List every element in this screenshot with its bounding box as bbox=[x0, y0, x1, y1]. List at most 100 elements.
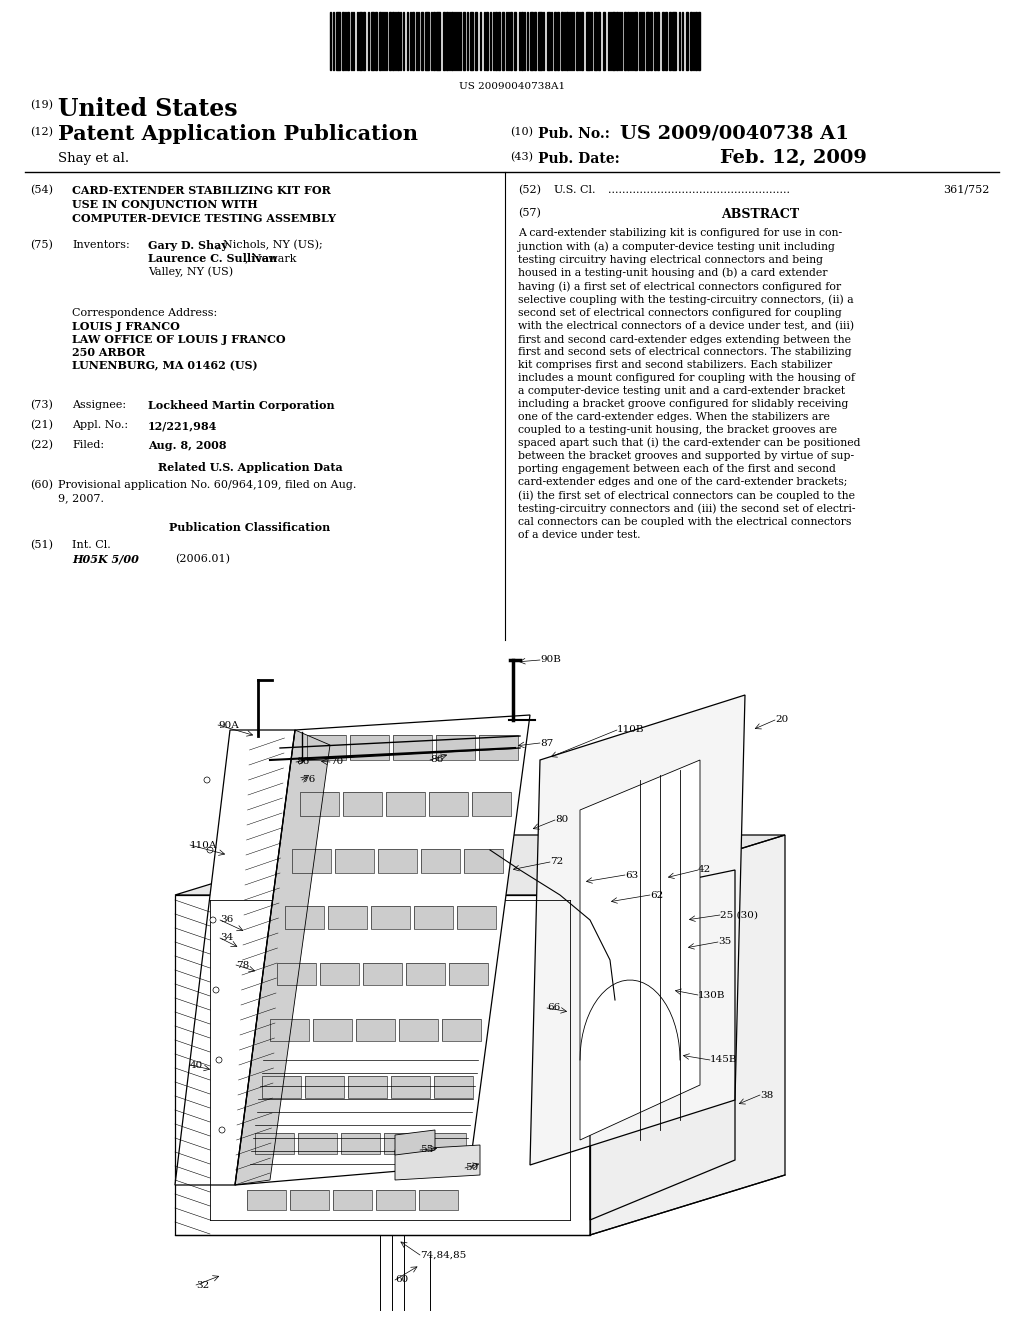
Polygon shape bbox=[590, 870, 735, 1220]
Text: (73): (73) bbox=[30, 400, 53, 411]
Bar bbox=[557, 12, 559, 70]
Bar bbox=[534, 12, 536, 70]
Bar bbox=[510, 12, 512, 70]
Bar bbox=[634, 12, 637, 70]
Text: Pub. Date:: Pub. Date: bbox=[538, 152, 620, 166]
Text: Patent Application Publication: Patent Application Publication bbox=[58, 124, 418, 144]
Bar bbox=[412, 12, 414, 70]
Text: 35: 35 bbox=[718, 937, 731, 946]
Polygon shape bbox=[580, 760, 700, 1140]
Text: Pub. No.:: Pub. No.: bbox=[538, 127, 610, 141]
Circle shape bbox=[210, 917, 216, 923]
Text: (19): (19) bbox=[30, 100, 53, 111]
Bar bbox=[695, 12, 697, 70]
Polygon shape bbox=[355, 1019, 394, 1041]
Bar bbox=[566, 12, 568, 70]
Bar bbox=[561, 12, 563, 70]
Text: United States: United States bbox=[58, 96, 238, 121]
Text: 74,84,85: 74,84,85 bbox=[420, 1250, 466, 1259]
Bar bbox=[392, 12, 394, 70]
Polygon shape bbox=[441, 1019, 480, 1041]
Text: (21): (21) bbox=[30, 420, 53, 430]
Polygon shape bbox=[307, 735, 346, 760]
Text: , Newark: , Newark bbox=[245, 253, 297, 263]
Text: (51): (51) bbox=[30, 540, 53, 550]
Polygon shape bbox=[395, 1144, 480, 1180]
Text: 110A: 110A bbox=[190, 841, 217, 850]
Polygon shape bbox=[590, 836, 785, 1236]
Bar bbox=[612, 12, 615, 70]
Text: A card-extender stabilizing kit is configured for use in con-
junction with (a) : A card-extender stabilizing kit is confi… bbox=[518, 228, 860, 540]
Circle shape bbox=[219, 1127, 225, 1133]
Bar bbox=[486, 12, 488, 70]
Text: U.S. Cl.: U.S. Cl. bbox=[554, 185, 596, 195]
Bar bbox=[495, 12, 497, 70]
Text: Publication Classification: Publication Classification bbox=[169, 521, 331, 533]
Polygon shape bbox=[234, 715, 530, 1185]
Text: 90A: 90A bbox=[218, 721, 239, 730]
Polygon shape bbox=[262, 1076, 301, 1097]
Text: US 2009/0040738 A1: US 2009/0040738 A1 bbox=[620, 124, 849, 143]
Polygon shape bbox=[384, 1133, 423, 1154]
Polygon shape bbox=[406, 962, 445, 985]
Text: Correspondence Address:: Correspondence Address: bbox=[72, 308, 217, 318]
Text: (52): (52) bbox=[518, 185, 541, 195]
Text: Inventors:: Inventors: bbox=[72, 240, 130, 249]
Text: , Nichols, NY (US);: , Nichols, NY (US); bbox=[216, 240, 323, 251]
Text: (22): (22) bbox=[30, 440, 53, 450]
Bar bbox=[342, 12, 344, 70]
Text: Aug. 8, 2008: Aug. 8, 2008 bbox=[148, 440, 226, 451]
Bar bbox=[654, 12, 656, 70]
Text: 250 ARBOR: 250 ARBOR bbox=[72, 347, 145, 358]
Polygon shape bbox=[427, 1133, 466, 1154]
Polygon shape bbox=[312, 1019, 351, 1041]
Text: 110B: 110B bbox=[617, 726, 644, 734]
Bar bbox=[336, 12, 340, 70]
Text: 50: 50 bbox=[465, 1163, 478, 1172]
Polygon shape bbox=[391, 1076, 430, 1097]
Bar bbox=[627, 12, 629, 70]
Text: Provisional application No. 60/964,109, filed on Aug.
9, 2007.: Provisional application No. 60/964,109, … bbox=[58, 480, 356, 503]
Text: 90B: 90B bbox=[540, 656, 561, 664]
Bar bbox=[662, 12, 664, 70]
Bar bbox=[554, 12, 556, 70]
Bar bbox=[498, 12, 500, 70]
Bar bbox=[665, 12, 667, 70]
Bar bbox=[586, 12, 590, 70]
Polygon shape bbox=[299, 792, 339, 816]
Text: LOUIS J FRANCO: LOUIS J FRANCO bbox=[72, 321, 180, 333]
Bar bbox=[502, 12, 504, 70]
Text: 40: 40 bbox=[190, 1060, 203, 1069]
Polygon shape bbox=[175, 895, 210, 1236]
Text: 72: 72 bbox=[550, 858, 563, 866]
Bar bbox=[672, 12, 676, 70]
Polygon shape bbox=[479, 735, 518, 760]
Text: Shay et al.: Shay et al. bbox=[58, 152, 129, 165]
Bar bbox=[594, 12, 597, 70]
Text: 87: 87 bbox=[540, 738, 553, 747]
Polygon shape bbox=[414, 906, 453, 929]
Text: LAW OFFICE OF LOUIS J FRANCO: LAW OFFICE OF LOUIS J FRANCO bbox=[72, 334, 286, 345]
Polygon shape bbox=[341, 1133, 380, 1154]
Bar bbox=[657, 12, 659, 70]
Text: 86: 86 bbox=[296, 758, 309, 767]
Text: 86: 86 bbox=[430, 755, 443, 764]
Bar bbox=[375, 12, 377, 70]
Polygon shape bbox=[342, 792, 382, 816]
Text: (57): (57) bbox=[518, 209, 541, 218]
Text: (60): (60) bbox=[30, 480, 53, 490]
Polygon shape bbox=[471, 792, 511, 816]
Circle shape bbox=[204, 777, 210, 783]
Text: 130B: 130B bbox=[698, 990, 725, 999]
Text: Feb. 12, 2009: Feb. 12, 2009 bbox=[720, 149, 867, 168]
Polygon shape bbox=[269, 1019, 308, 1041]
Text: 76: 76 bbox=[302, 776, 315, 784]
Text: (75): (75) bbox=[30, 240, 53, 251]
Polygon shape bbox=[247, 1191, 286, 1210]
Bar bbox=[530, 12, 534, 70]
Text: (43): (43) bbox=[510, 152, 534, 162]
Polygon shape bbox=[530, 696, 745, 1166]
Polygon shape bbox=[234, 730, 330, 1185]
Bar bbox=[389, 12, 391, 70]
Polygon shape bbox=[278, 962, 316, 985]
